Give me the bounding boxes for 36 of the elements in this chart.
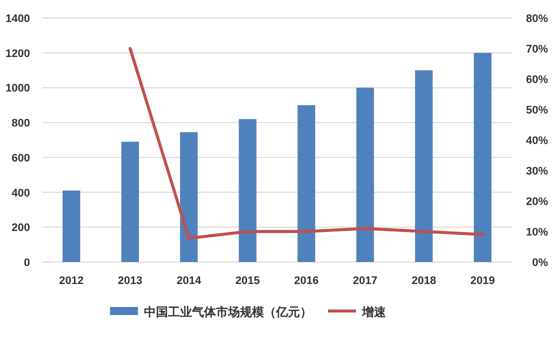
y2-tick-label: 20% bbox=[526, 196, 548, 208]
x-tick-label: 2012 bbox=[59, 275, 84, 287]
bar bbox=[180, 132, 198, 262]
y2-tick-label: 50% bbox=[526, 104, 548, 116]
x-tick-label: 2016 bbox=[294, 275, 319, 287]
bar bbox=[474, 52, 492, 262]
y2-tick-label: 40% bbox=[526, 135, 548, 147]
y-tick-label: 400 bbox=[12, 187, 30, 200]
bar bbox=[62, 190, 80, 262]
bar bbox=[356, 88, 374, 262]
y-tick-label: 1400 bbox=[6, 13, 30, 25]
line-series bbox=[128, 47, 484, 240]
bar bbox=[298, 105, 316, 262]
y-tick-label: 600 bbox=[12, 152, 30, 164]
y2-tick-label: 10% bbox=[526, 226, 548, 238]
x-tick-label: 2017 bbox=[352, 275, 378, 287]
bar bbox=[415, 70, 433, 262]
y-tick-label: 0 bbox=[24, 257, 30, 269]
y-tick-label: 800 bbox=[12, 118, 30, 130]
legend-label: 增速 bbox=[361, 305, 387, 319]
bar bbox=[238, 119, 256, 262]
y2-tick-label: 80% bbox=[526, 13, 548, 25]
x-tick-label: 2018 bbox=[412, 275, 436, 287]
x-tick-label: 2015 bbox=[235, 275, 260, 287]
y2-tick-label: 0% bbox=[532, 257, 548, 269]
bar bbox=[121, 142, 139, 262]
legend-label: 中国工业气体市场规模（亿元） bbox=[144, 305, 312, 319]
y2-tick-label: 60% bbox=[526, 74, 548, 86]
x-tick-label: 2013 bbox=[118, 275, 142, 287]
y-tick-label: 1000 bbox=[6, 82, 30, 95]
y-tick-label: 200 bbox=[12, 222, 30, 234]
y2-tick-label: 70% bbox=[526, 44, 548, 56]
x-tick-label: 2014 bbox=[176, 275, 202, 287]
y-tick-label: 1200 bbox=[6, 48, 30, 60]
x-tick-label: 2019 bbox=[470, 275, 495, 287]
y2-tick-label: 30% bbox=[526, 166, 548, 178]
